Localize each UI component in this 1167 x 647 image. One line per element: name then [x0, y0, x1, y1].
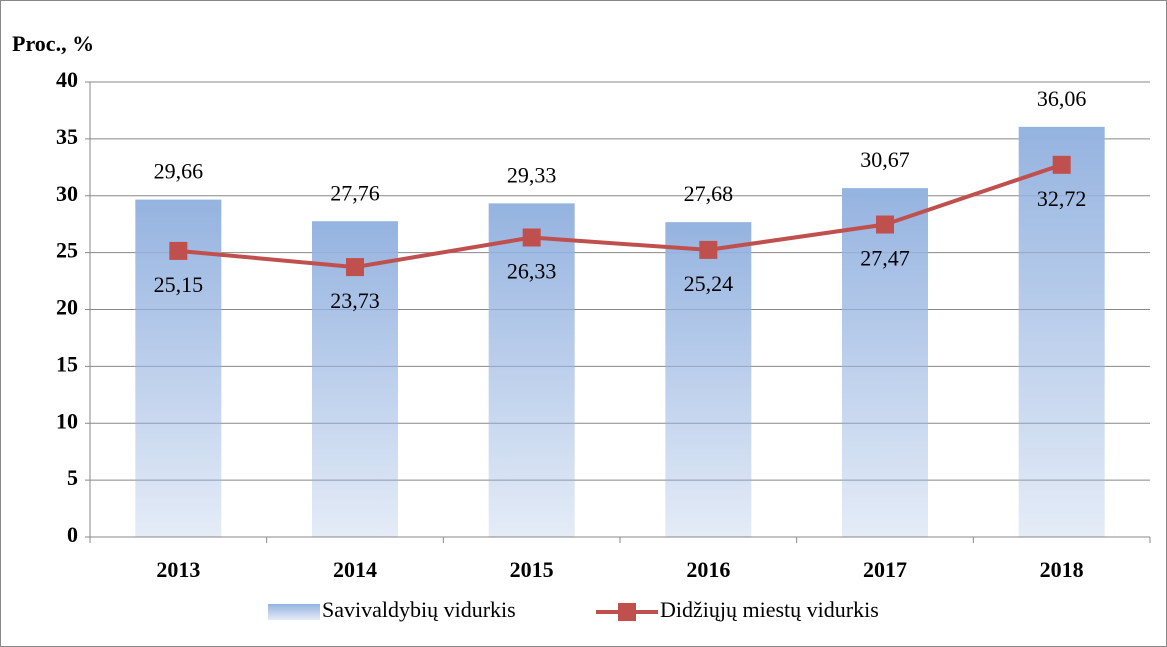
y-tick-label: 30	[56, 181, 78, 206]
y-tick-label: 20	[56, 295, 78, 320]
y-tick-label: 10	[56, 408, 78, 433]
y-tick-label: 35	[56, 124, 78, 149]
legend-marker	[618, 603, 636, 621]
marker	[699, 240, 718, 259]
marker	[876, 215, 894, 234]
line-value-label: 23,73	[330, 288, 380, 313]
bar	[842, 188, 928, 537]
legend-label: Didžiųjų miestų vidurkis	[660, 597, 879, 622]
bar	[665, 222, 752, 537]
bar-value-label: 29,33	[507, 162, 557, 187]
y-tick-label: 0	[67, 522, 78, 547]
marker	[522, 228, 541, 247]
marker	[169, 241, 188, 260]
bar-value-label: 36,06	[1037, 86, 1087, 111]
line	[178, 162, 1063, 270]
x-tick-label: 2016	[686, 557, 730, 582]
line-value-label: 32,72	[1037, 186, 1087, 211]
bar-value-label: 27,68	[684, 181, 734, 206]
y-tick-label: 25	[56, 238, 78, 263]
y-tick-label: 5	[67, 465, 78, 490]
legend-label: Savivaldybių vidurkis	[322, 597, 516, 622]
line-value-label: 26,33	[507, 259, 557, 284]
x-tick-label: 2018	[1040, 557, 1084, 582]
x-tick-label: 2013	[156, 557, 200, 582]
y-tick-label: 40	[56, 67, 78, 92]
y-axis-label: Proc., %	[12, 31, 94, 56]
bar	[1018, 126, 1105, 537]
marker	[1052, 155, 1071, 174]
x-tick-label: 2017	[863, 557, 907, 582]
x-tick-label: 2015	[510, 557, 554, 582]
marker	[346, 258, 364, 277]
bar-value-label: 29,66	[154, 159, 204, 184]
line-value-label: 27,47	[860, 246, 910, 271]
bar-value-label: 27,76	[330, 180, 380, 205]
y-tick-label: 15	[56, 351, 78, 376]
line-value-label: 25,24	[684, 271, 734, 296]
bar	[488, 203, 575, 537]
legend-swatch	[268, 604, 320, 620]
bar-value-label: 30,67	[860, 147, 910, 172]
line-value-label: 25,15	[154, 272, 204, 297]
x-tick-label: 2014	[333, 557, 377, 582]
